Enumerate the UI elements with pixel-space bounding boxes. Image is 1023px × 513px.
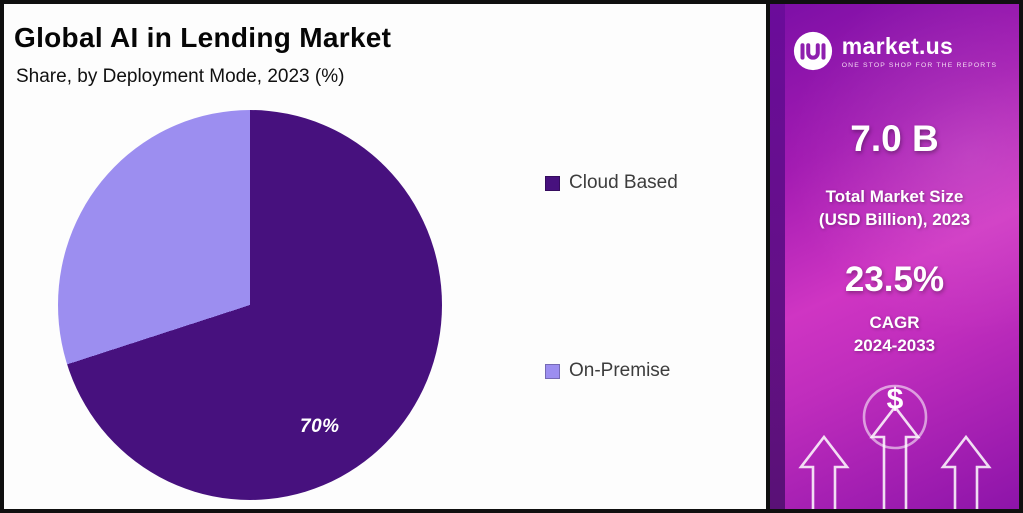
brand-name: market.us xyxy=(841,33,954,59)
pie-slice-data-label: 70% xyxy=(300,416,340,437)
market-us-logo-icon xyxy=(793,31,832,71)
cagr-label-line2: 2024-2033 xyxy=(853,335,936,355)
chart-panel: Global AI in Lending Market Share, by De… xyxy=(4,4,766,509)
market-size-label-line1: Total Market Size xyxy=(825,187,964,206)
legend-item-cloud-based: Cloud Based xyxy=(545,172,678,194)
legend-swatch xyxy=(545,363,560,379)
brand-text: market.us ONE STOP SHOP FOR THE REPORTS xyxy=(842,33,997,69)
market-size-label-line2: (USD Billion), 2023 xyxy=(818,209,971,229)
cagr-label: CAGR 2024-2033 xyxy=(854,312,935,358)
brand-tagline: ONE STOP SHOP FOR THE REPORTS xyxy=(841,62,998,69)
chart-subtitle: Share, by Deployment Mode, 2023 (%) xyxy=(16,66,345,87)
brand-sidebar: market.us ONE STOP SHOP FOR THE REPORTS … xyxy=(766,4,1019,509)
page-title: Global AI in Lending Market xyxy=(14,22,392,53)
brand-lockup: market.us ONE STOP SHOP FOR THE REPORTS xyxy=(792,30,997,72)
legend-item-on-premise: On-Premise xyxy=(545,360,670,382)
market-size-label: Total Market Size (USD Billion), 2023 xyxy=(819,186,970,232)
legend-label: Cloud Based xyxy=(569,172,678,193)
cagr-value: 23.5% xyxy=(844,259,945,299)
pie-chart xyxy=(58,110,442,500)
growth-arrows-icon: $ xyxy=(797,383,992,509)
dollar-icon: $ xyxy=(886,383,903,416)
legend-label: On-Premise xyxy=(569,360,671,381)
legend-swatch xyxy=(545,175,560,191)
market-size-value: 7.0 B xyxy=(850,118,939,159)
cagr-label-line1: CAGR xyxy=(869,312,920,332)
